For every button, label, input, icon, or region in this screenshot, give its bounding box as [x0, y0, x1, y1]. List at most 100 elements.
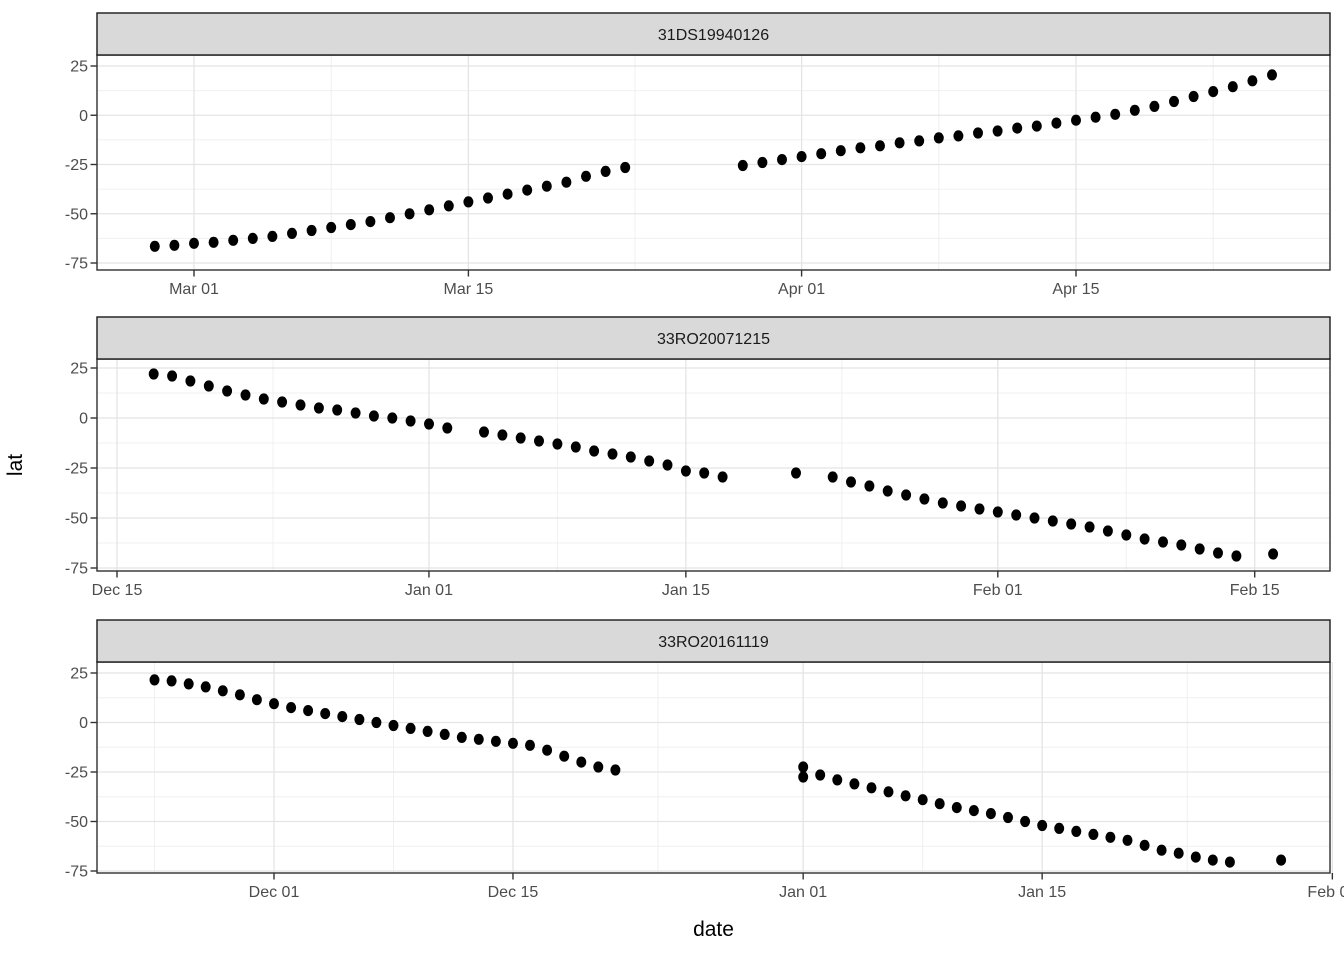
data-point: [1173, 847, 1184, 859]
data-point: [208, 236, 219, 248]
data-point: [497, 429, 508, 441]
data-point: [473, 733, 484, 745]
data-point: [534, 435, 544, 447]
data-point: [439, 728, 450, 741]
data-point: [934, 798, 945, 810]
data-point: [1267, 69, 1277, 81]
data-point: [222, 385, 233, 397]
y-tick-label: -25: [65, 765, 88, 782]
y-tick-label: 25: [70, 361, 88, 378]
data-point: [200, 681, 211, 693]
data-point: [1188, 90, 1199, 103]
data-point: [1084, 521, 1095, 533]
data-point: [269, 698, 279, 710]
data-point: [502, 188, 513, 200]
data-point: [251, 694, 262, 706]
data-point: [483, 192, 493, 204]
data-point: [1121, 529, 1132, 541]
data-point: [827, 471, 838, 483]
facet-strip: [96, 619, 1331, 663]
data-point: [992, 125, 1003, 137]
data-point: [1054, 822, 1065, 835]
y-tick-label: -75: [65, 561, 88, 578]
data-point: [552, 438, 563, 450]
data-point: [443, 200, 454, 212]
data-point: [387, 412, 398, 424]
data-point: [644, 455, 655, 467]
data-point: [525, 739, 535, 751]
data-point: [1156, 844, 1167, 856]
x-axis-title: date: [693, 918, 734, 941]
x-tick-label: Jan 15: [1018, 884, 1066, 901]
data-point: [717, 471, 728, 483]
facet-panel-2: Dec 15 Jan 01 Jan 15 Feb 01 Feb 15 25 0 -25 -50 -…: [65, 316, 1331, 599]
data-point: [917, 794, 928, 806]
data-point: [1071, 114, 1081, 126]
data-point: [699, 467, 710, 479]
data-point: [835, 145, 846, 157]
facet-panel-3: Dec 01 Dec 15 Jan 01 Jan 15 Feb 01 25 0 -25 -50 -…: [65, 619, 1344, 901]
data-point: [798, 761, 809, 773]
facet-panels: Mar 01 Mar 15 Apr 01 Apr 15250-25-50-75Dec …: [65, 12, 1344, 901]
data-point: [1122, 834, 1133, 846]
data-point: [680, 465, 691, 477]
y-tick-label: -50: [65, 511, 88, 528]
x-tick-label: Feb 01: [973, 582, 1023, 599]
data-point: [424, 418, 434, 430]
data-point: [864, 480, 875, 492]
data-point: [875, 140, 885, 152]
y-tick-label: 0: [79, 108, 88, 125]
data-point: [277, 396, 288, 408]
data-point: [169, 239, 180, 251]
x-tick-label: Apr 15: [1052, 281, 1099, 298]
data-point: [791, 467, 801, 479]
data-point: [320, 708, 331, 720]
data-point: [217, 685, 228, 697]
data-point: [522, 184, 533, 196]
data-point: [1102, 525, 1113, 537]
data-point: [798, 771, 809, 783]
data-point: [371, 716, 382, 729]
data-point: [1139, 533, 1150, 545]
data-point: [247, 232, 258, 244]
data-point: [968, 805, 979, 817]
data-point: [1176, 539, 1187, 551]
data-point: [832, 774, 843, 786]
data-point: [541, 180, 552, 192]
data-point: [985, 808, 996, 820]
x-tick-label: Mar 01: [169, 281, 219, 298]
data-point: [561, 176, 572, 188]
data-point: [796, 151, 807, 163]
data-point: [1190, 851, 1201, 863]
data-point: [815, 769, 826, 781]
data-point: [1227, 81, 1238, 93]
x-tick-label: Dec 01: [249, 884, 300, 901]
facet-strip-title-2: 33RO20071215: [657, 331, 770, 348]
data-point: [1207, 854, 1218, 866]
data-point: [404, 208, 415, 220]
data-point: [900, 790, 911, 802]
data-point: [600, 165, 611, 177]
data-point: [1213, 547, 1223, 559]
data-point: [589, 445, 600, 457]
data-point: [1090, 111, 1101, 123]
data-point: [1149, 100, 1160, 112]
data-point: [1231, 550, 1242, 562]
data-point: [385, 212, 395, 224]
data-point: [422, 725, 433, 738]
data-point: [368, 410, 379, 422]
data-point: [662, 459, 673, 471]
data-point: [1110, 108, 1121, 120]
x-tick-label: Dec 15: [92, 582, 143, 599]
data-point: [777, 154, 787, 166]
data-point: [350, 407, 361, 419]
data-point: [365, 216, 376, 228]
y-tick-label: 25: [70, 666, 88, 683]
y-tick-label: -50: [65, 206, 88, 223]
data-point: [974, 503, 985, 515]
data-point: [1071, 825, 1082, 838]
data-point: [326, 221, 337, 234]
facet-strip: [96, 12, 1331, 56]
data-point: [1020, 815, 1031, 828]
